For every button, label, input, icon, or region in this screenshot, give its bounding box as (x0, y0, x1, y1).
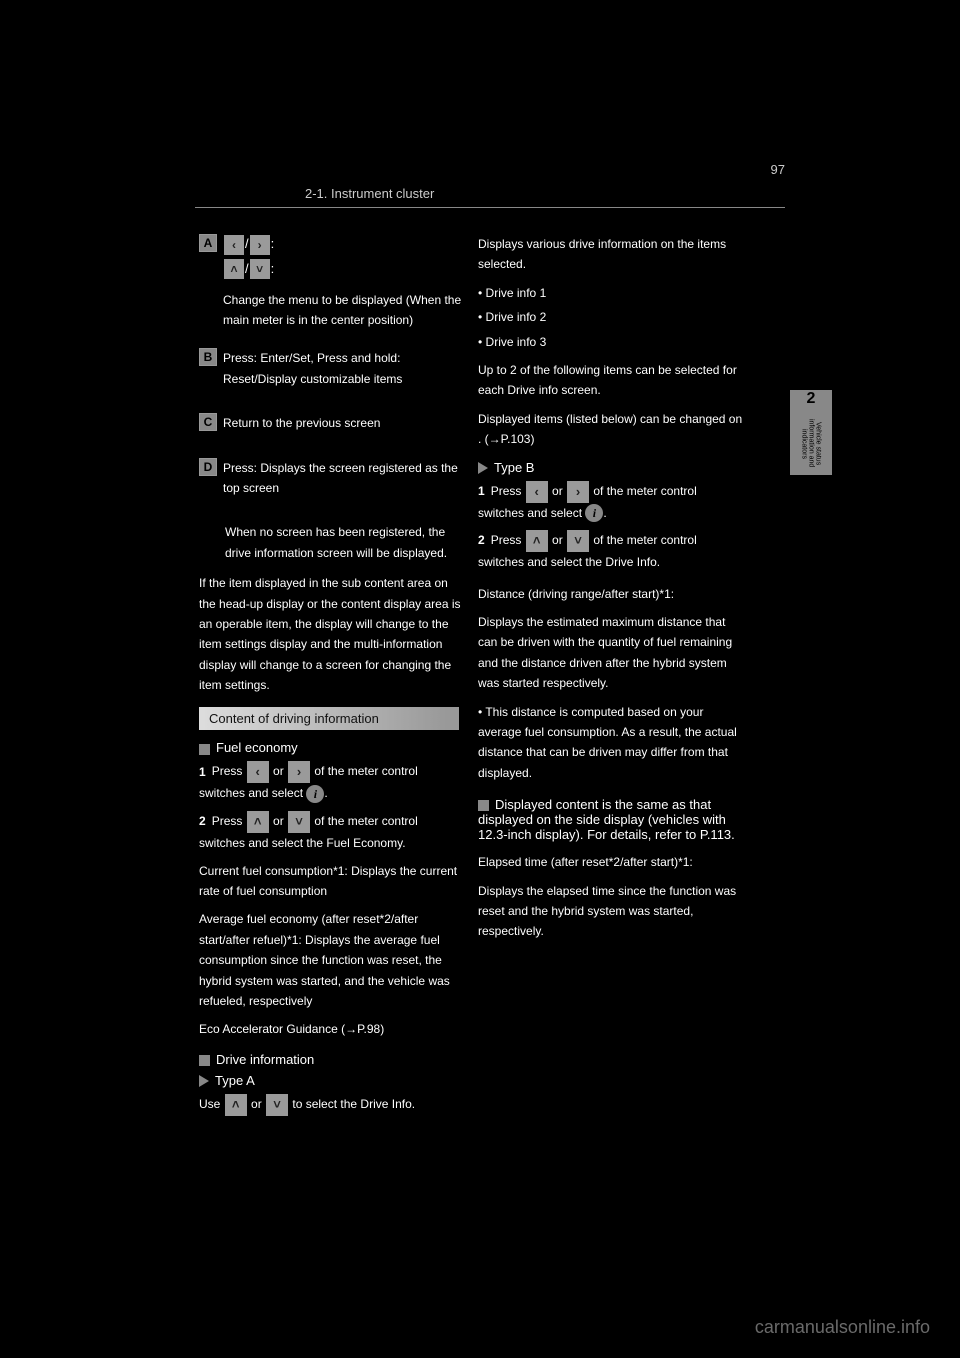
label-a: A (199, 234, 217, 252)
chapter-number: 2 (807, 390, 816, 408)
fuel-step-2: 2Press ˄ or ˅ of the meter control switc… (199, 811, 467, 855)
item-d-text: Press: Displays the screen registered as… (223, 458, 467, 499)
current-fuel-text: Current fuel consumption*1: Displays the… (199, 861, 467, 902)
up-icon: ˄ (526, 530, 548, 552)
square-bullet-icon (199, 744, 210, 755)
up-icon: ˄ (224, 259, 244, 279)
colon-sep: : (271, 236, 275, 251)
left-column: A ‹/›: ˄/˅: Change the menu to be displa… (199, 234, 467, 1122)
distance-text: Displays the estimated maximum distance … (478, 612, 746, 694)
chapter-title: Vehicle status information and indicator… (801, 412, 822, 475)
info-icon: i (585, 504, 603, 522)
step-number-2b: 2 (478, 533, 485, 547)
displayed-content-heading: Displayed content is the same as that di… (478, 797, 746, 842)
typeb-step-2: 2Press ˄ or ˅ of the meter control switc… (478, 530, 746, 574)
square-bullet-icon (478, 800, 489, 811)
up-icon: ˄ (225, 1094, 247, 1116)
right-intro: Displays various drive information on th… (478, 234, 746, 275)
items-set-text: Displayed items (listed below) can be ch… (478, 409, 746, 450)
right-icon: › (288, 761, 310, 783)
right-icon: › (567, 481, 589, 503)
change-menu-text: Change the menu to be displayed (When th… (223, 290, 467, 331)
fuel-economy-heading: Fuel economy (199, 740, 467, 755)
label-d: D (199, 458, 217, 476)
colon-sep-2: : (271, 261, 275, 276)
drive-info-3: Drive info 3 (478, 332, 746, 352)
drive-info-2: Drive info 2 (478, 307, 746, 327)
drive-info-1: Drive info 1 (478, 283, 746, 303)
header-divider (195, 207, 785, 208)
step-number-2: 2 (199, 814, 206, 828)
left-icon: ‹ (224, 235, 244, 255)
eco-accel-text: Eco Accelerator Guidance (→P.98) (199, 1019, 467, 1039)
section-heading: Content of driving information (199, 707, 459, 730)
distance-bullet: This distance is computed based on your … (478, 702, 746, 784)
item-b-text: Press: Enter/Set, Press and hold: Reset/… (223, 348, 467, 389)
hud-para-1: If the item displayed in the sub content… (199, 573, 467, 695)
typeb-step-1: 1Press ‹ or › of the meter control switc… (478, 481, 746, 525)
type-b-heading: Type B (478, 460, 746, 475)
right-column: Displays various drive information on th… (478, 234, 746, 950)
label-c: C (199, 413, 217, 431)
avg-fuel-text: Average fuel economy (after reset*2/afte… (199, 909, 467, 1011)
type-a-heading: Type A (199, 1073, 467, 1088)
drive-info-heading: Drive information (199, 1052, 467, 1067)
chapter-tab: 2 Vehicle status information and indicat… (790, 390, 832, 475)
left-icon: ‹ (247, 761, 269, 783)
distance-heading: Distance (driving range/after start)*1: (478, 584, 746, 604)
drive-info-upto2: Up to 2 of the following items can be se… (478, 360, 746, 401)
down-icon: ˅ (250, 259, 270, 279)
triangle-bullet-icon (199, 1075, 209, 1087)
elapsed-text: Displays the elapsed time since the func… (478, 881, 746, 942)
type-a-step: Use ˄ or ˅ to select the Drive Info. (199, 1094, 467, 1116)
square-bullet-icon (199, 1055, 210, 1066)
fuel-step-1: 1Press ‹ or › of the meter control switc… (199, 761, 467, 805)
triangle-bullet-icon (478, 462, 488, 474)
right-icon: › (250, 235, 270, 255)
no-screen-text: When no screen has been registered, the … (199, 522, 467, 563)
elapsed-heading: Elapsed time (after reset*2/after start)… (478, 852, 746, 872)
slash-sep-2: / (245, 261, 249, 276)
info-icon: i (306, 785, 324, 803)
label-b: B (199, 348, 217, 366)
manual-page: 97 2-1. Instrument cluster 2 Vehicle sta… (0, 0, 960, 1358)
slash-sep: / (245, 236, 249, 251)
down-icon: ˅ (288, 811, 310, 833)
down-icon: ˅ (567, 530, 589, 552)
step-number-1b: 1 (478, 484, 485, 498)
section-header: 2-1. Instrument cluster (305, 186, 434, 201)
step-number-1: 1 (199, 765, 206, 779)
watermark: carmanualsonline.info (755, 1317, 930, 1338)
left-icon: ‹ (526, 481, 548, 503)
page-number: 97 (771, 162, 785, 177)
item-c-text: Return to the previous screen (223, 413, 467, 433)
up-icon: ˄ (247, 811, 269, 833)
down-icon: ˅ (266, 1094, 288, 1116)
